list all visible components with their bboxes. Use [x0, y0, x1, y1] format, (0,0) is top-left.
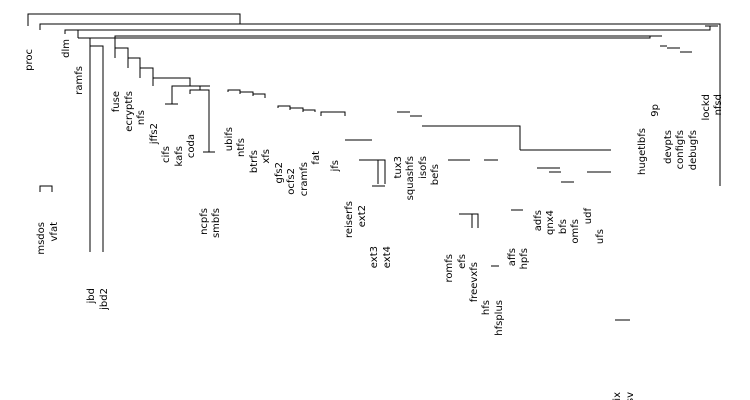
- dendrogram-branch: [127, 57, 141, 68]
- dendrogram-branch: [139, 67, 154, 78]
- leaf-label-ext2: ext2: [357, 205, 368, 227]
- leaf-label-jfs: jfs: [330, 160, 341, 173]
- leaf-label-ext3: ext3: [369, 246, 380, 268]
- dendrogram-branch: [152, 77, 191, 86]
- leaf-label-jbd2: jbd2: [99, 288, 110, 311]
- leaf-label-lockd: lockd: [701, 94, 712, 121]
- leaf-label-ocfs2: ocfs2: [286, 168, 297, 195]
- dendrogram-branch: [27, 13, 241, 26]
- leaf-label-cifs: cifs: [161, 146, 172, 163]
- leaf-label-configfs: configfs: [675, 130, 686, 169]
- leaf-label-xfs: xfs: [261, 149, 272, 164]
- dendrogram-branch: [252, 93, 266, 98]
- dendrogram-branch: [289, 107, 304, 110]
- dendrogram-branch: [78, 36, 651, 39]
- leaf-label-befs: befs: [430, 164, 441, 185]
- leaf-label-devpts: devpts: [663, 130, 674, 164]
- leaf-label-ufs: ufs: [595, 229, 606, 244]
- leaf-label-ncpfs: ncpfs: [199, 208, 210, 235]
- dendrogram-branch: [377, 159, 386, 184]
- leaf-label-kafs: kafs: [174, 146, 185, 166]
- leaf-label-dlm: dlm: [61, 39, 72, 58]
- leaf-label-debugfs: debugfs: [688, 130, 699, 170]
- leaf-label-affs: affs: [507, 248, 518, 266]
- dendrogram-branch: [277, 105, 291, 108]
- leaf-label-msdos: msdos: [36, 222, 47, 255]
- leaf-label-efs: efs: [457, 254, 468, 269]
- dendrogram-branch: [471, 213, 479, 228]
- dendrogram-branch: [39, 185, 53, 192]
- leaf-label-fat: fat: [311, 151, 322, 165]
- leaf-label-9p: 9p: [650, 104, 661, 117]
- leaf-label-btrfs: btrfs: [249, 150, 260, 173]
- leaf-label-sysv: sysv: [625, 392, 636, 400]
- leaf-label-nfs: nfs: [136, 110, 147, 125]
- leaf-label-reiserfs: reiserfs: [344, 201, 355, 238]
- leaf-label-omfs: omfs: [570, 219, 581, 244]
- leaf-label-hfs: hfs: [481, 300, 492, 315]
- leaf-label-hfsplus: hfsplus: [494, 300, 505, 336]
- leaf-label-gfs2: gfs2: [274, 162, 285, 183]
- leaf-label-isofs: isofs: [418, 156, 429, 179]
- dendrogram-branch: [89, 37, 116, 48]
- leaf-label-freevxfs: freevxfs: [469, 262, 480, 302]
- leaf-label-proc: proc: [24, 49, 35, 71]
- dendrogram-branch: [39, 23, 721, 186]
- dendrogram-branch: [65, 26, 711, 31]
- leaf-label-jffs2: jffs2: [149, 123, 160, 145]
- leaf-label-bfs: bfs: [558, 219, 569, 234]
- dendrogram-branch: [189, 89, 210, 152]
- leaf-label-coda: coda: [186, 134, 197, 158]
- dendrogram-branch: [64, 29, 79, 38]
- leaf-label-jbd: jbd: [86, 288, 97, 304]
- leaf-label-ubifs: ubifs: [224, 127, 235, 151]
- leaf-label-squashfs: squashfs: [405, 156, 416, 200]
- leaf-label-fuse: fuse: [111, 91, 122, 112]
- leaf-label-tux3: tux3: [393, 156, 404, 179]
- leaf-label-smbfs: smbfs: [211, 208, 222, 238]
- dendrogram-branch: [171, 85, 201, 104]
- dendrogram-branch: [434, 125, 521, 150]
- leaf-label-ramfs: ramfs: [74, 66, 85, 95]
- dendrogram-branch: [239, 91, 254, 94]
- dendrogram-branch: [114, 47, 129, 58]
- leaf-label-adfs: adfs: [533, 210, 544, 231]
- leaf-label-vfat: vfat: [49, 222, 60, 242]
- leaf-label-udf: udf: [583, 208, 594, 225]
- leaf-label-romfs: romfs: [444, 254, 455, 282]
- leaf-label-qnx4: qnx4: [545, 210, 556, 235]
- leaf-label-ext4: ext4: [382, 246, 393, 268]
- leaf-label-ecryptfs: ecryptfs: [124, 91, 135, 132]
- dendrogram-leaf-labels: proc msdos vfat dlm ramfs jbd jbd2 fuse …: [24, 39, 724, 400]
- dendrogram-branch: [302, 109, 316, 112]
- leaf-label-minix: minix: [612, 392, 623, 400]
- dendrogram-branch: [114, 35, 662, 38]
- dendrogram-branch: [89, 45, 104, 252]
- leaf-label-ntfs: ntfs: [236, 138, 247, 157]
- leaf-label-hugetlbfs: hugetlbfs: [637, 128, 648, 175]
- dendrogram-links: [27, 13, 721, 321]
- dendrogram-branch: [227, 89, 241, 92]
- dendrogram-branch: [320, 111, 346, 116]
- leaf-label-hpfs: hpfs: [519, 248, 530, 269]
- leaf-label-nfsd: nfsd: [713, 94, 724, 115]
- leaf-label-cramfs: cramfs: [299, 162, 310, 196]
